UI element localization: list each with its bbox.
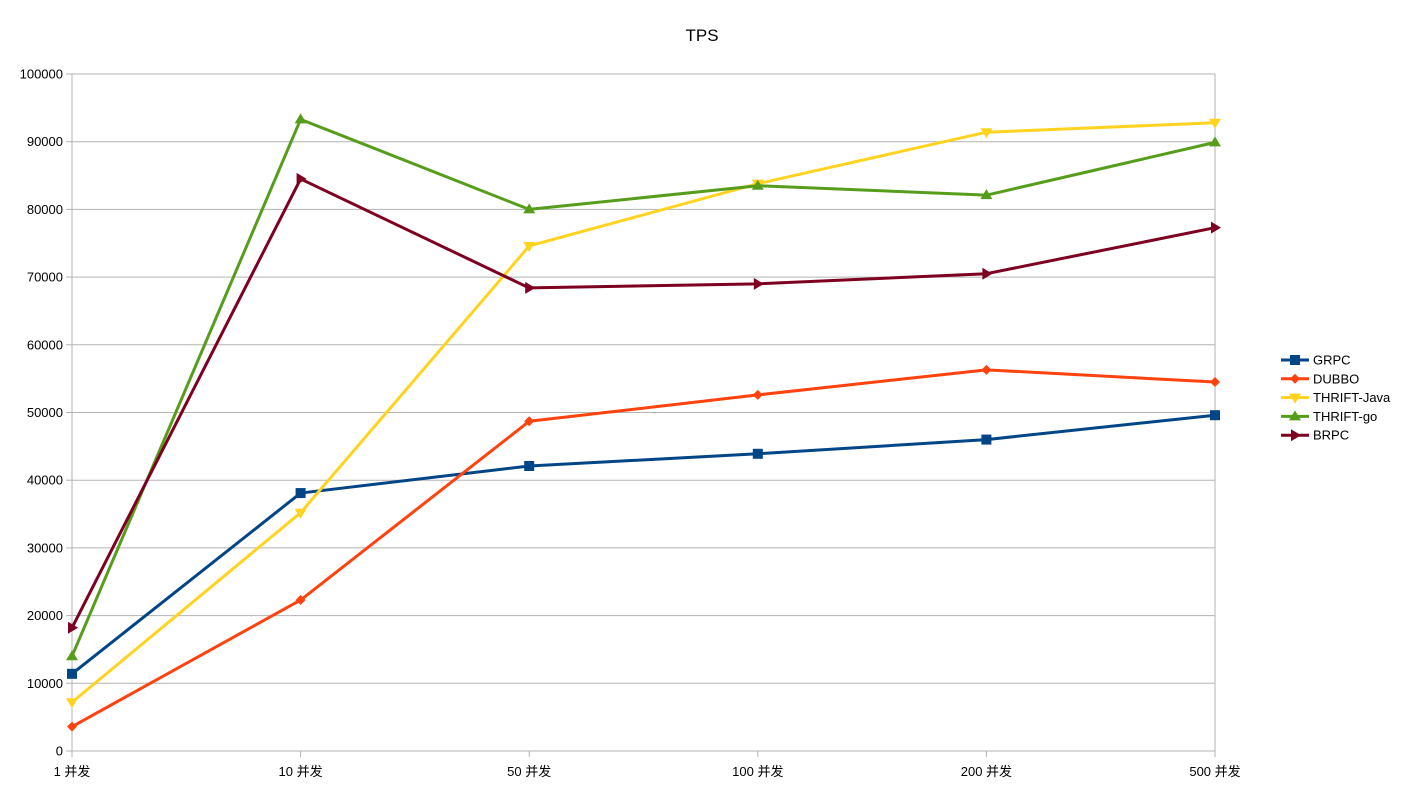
x-tick-label: 50 并发: [507, 764, 551, 779]
x-tick-label: 1 并发: [54, 764, 91, 779]
data-point: [752, 389, 763, 400]
data-point: [295, 595, 306, 606]
series-line: [70, 121, 1217, 704]
data-point: [294, 508, 307, 519]
legend-entry: GRPC: [1281, 353, 1351, 368]
axes: 0 10000 20000 30000 40000 50000 60000 70000 8000…: [20, 67, 1241, 780]
y-tick-label: 30000: [27, 540, 63, 555]
data-point: [68, 621, 78, 634]
data-point: [66, 698, 78, 709]
y-tick-label: 60000: [27, 337, 63, 352]
data-point: [1209, 118, 1221, 129]
legend-marker: [1289, 393, 1301, 404]
data-point: [752, 448, 763, 459]
legend-label: THRIFT-go: [1313, 409, 1377, 424]
series-line: [70, 177, 1217, 630]
data-point: [981, 364, 992, 375]
data-point: [523, 203, 536, 214]
series-thrift-go: [66, 113, 1221, 661]
series-line: [70, 117, 1217, 658]
data-point: [751, 179, 764, 190]
legend-label: BRPC: [1313, 428, 1349, 443]
x-tick-label: 10 并发: [279, 764, 323, 779]
data-point: [524, 416, 535, 427]
legend-entry: THRIFT-Java: [1281, 390, 1391, 405]
y-tick-label: 50000: [27, 405, 63, 420]
series-brpc: [68, 172, 1221, 634]
y-tick-label: 20000: [27, 608, 63, 623]
data-point: [294, 113, 307, 124]
data-point: [1209, 136, 1221, 147]
x-tick-label: 100 并发: [732, 764, 783, 779]
legend-label: THRIFT-Java: [1313, 390, 1391, 405]
data-point: [1211, 221, 1221, 234]
data-point: [67, 721, 77, 732]
legend-marker: [1291, 429, 1301, 442]
legend-label: GRPC: [1313, 353, 1351, 368]
chart-title: TPS: [685, 26, 718, 45]
series-lines: [66, 113, 1221, 732]
series-dubbo: [67, 364, 1220, 732]
legend: GRPC DUBBO THRIFT-Java THRIFT-go BRPC: [1281, 353, 1391, 443]
data-point: [523, 241, 536, 252]
data-point: [67, 668, 77, 679]
data-point: [753, 277, 764, 290]
data-point: [1210, 410, 1220, 421]
legend-entry: THRIFT-go: [1281, 409, 1377, 424]
data-point: [525, 281, 536, 294]
legend-entry: BRPC: [1281, 428, 1349, 443]
legend-marker: [1290, 373, 1300, 384]
data-point: [295, 488, 306, 499]
y-tick-label: 40000: [27, 473, 63, 488]
series-grpc: [67, 410, 1220, 679]
y-tick-label: 80000: [27, 202, 63, 217]
x-tick-label: 500 并发: [1189, 764, 1240, 779]
data-point: [1210, 377, 1220, 388]
series-thrift-java: [66, 118, 1221, 709]
legend-marker: [1289, 410, 1301, 421]
data-point: [981, 434, 992, 445]
legend-marker: [1290, 355, 1300, 365]
data-point: [524, 460, 535, 471]
data-point: [980, 189, 993, 200]
y-tick-label: 100000: [20, 67, 63, 82]
grid-lines: [72, 73, 1215, 752]
y-tick-label: 10000: [27, 676, 63, 691]
x-tick-label: 200 并发: [961, 764, 1012, 779]
legend-label: DUBBO: [1313, 371, 1359, 386]
y-tick-label: 90000: [27, 134, 63, 149]
series-line: [70, 413, 1217, 676]
data-point: [66, 650, 78, 661]
data-point: [980, 128, 993, 139]
y-tick-label: 70000: [27, 270, 63, 285]
legend-entry: DUBBO: [1281, 371, 1359, 386]
data-point: [982, 267, 993, 280]
data-point: [296, 172, 307, 185]
y-tick-label: 0: [56, 744, 63, 759]
series-line: [70, 368, 1217, 729]
